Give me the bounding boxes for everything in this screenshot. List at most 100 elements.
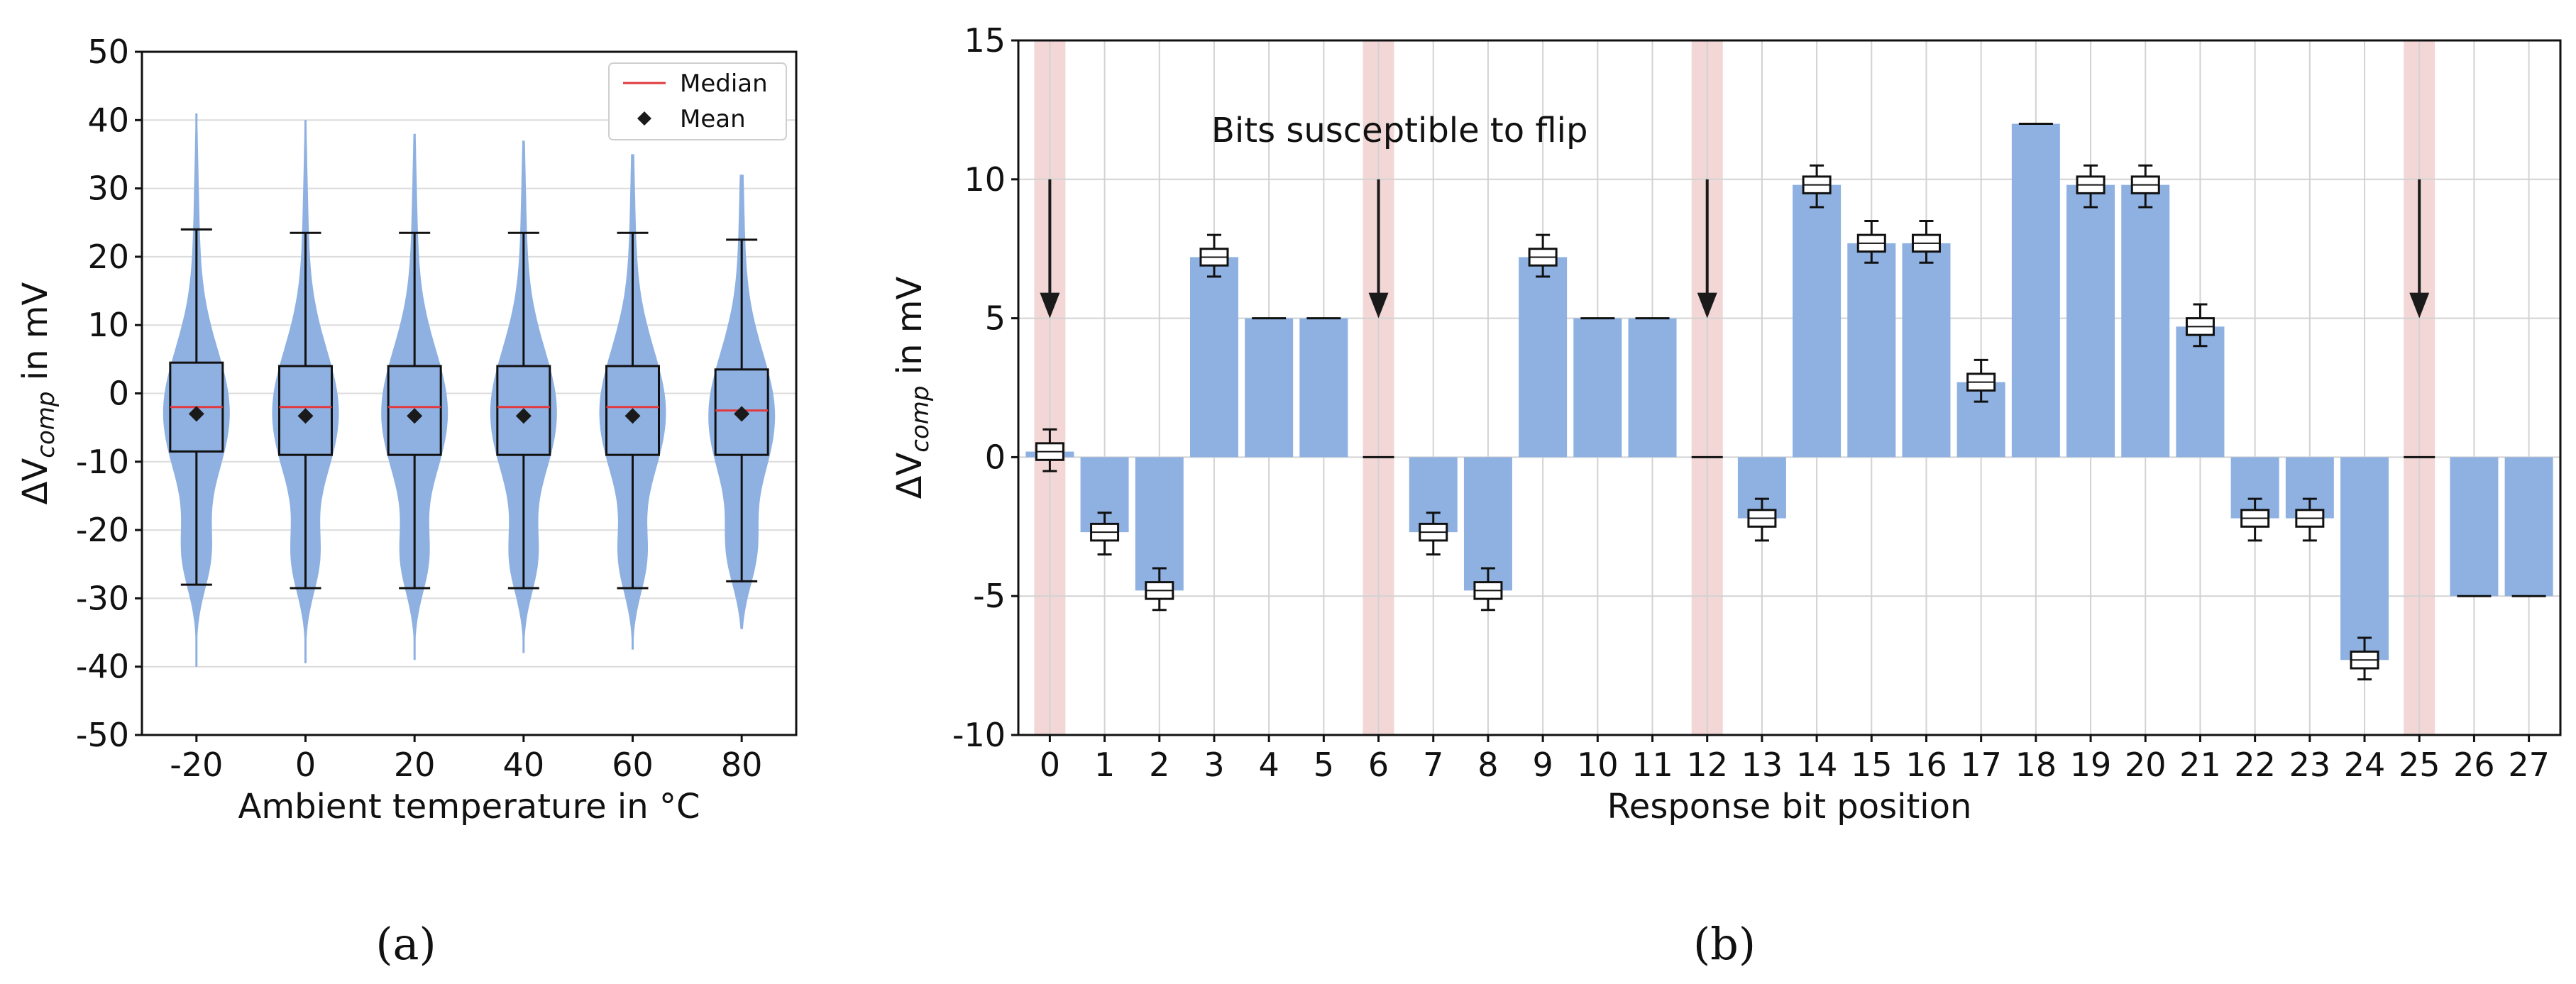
- y-axis-label-a-delta: ΔV: [16, 458, 55, 505]
- y-tick-label-a: -10: [76, 443, 129, 481]
- y-axis-label-b: ΔVcomp in mV: [890, 276, 935, 499]
- flip-arrow-head: [1368, 292, 1389, 319]
- x-tick-label-b: 25: [2399, 746, 2440, 784]
- flip-arrow-head: [1697, 292, 1717, 319]
- x-tick-label-b: 19: [2070, 746, 2112, 784]
- y-tick-label-b: -5: [973, 577, 1006, 615]
- mean-marker: [734, 406, 750, 422]
- x-tick-label-b: 17: [1960, 746, 2002, 784]
- x-tick-label-b: 4: [1259, 746, 1279, 784]
- y-axis-label-a: ΔVcomp in mV: [16, 282, 60, 504]
- x-tick-label-b: 16: [1905, 746, 1947, 784]
- box: [714, 368, 769, 456]
- y-tick-label-b: 5: [985, 299, 1006, 338]
- panel-a: 50 40 30 20 10 0 -10 -20 -30 -40 -50 -20 0 20 40 60 80 M…: [16, 33, 798, 970]
- plot-frame-b: [1017, 39, 2562, 736]
- bar: [2450, 457, 2499, 597]
- y-tick-label-a: 40: [87, 101, 129, 139]
- x-tick-label-a: 80: [721, 746, 763, 784]
- y-tick-label-a: -50: [76, 716, 129, 754]
- x-tick-label-b: 8: [1477, 746, 1498, 784]
- bar: [1573, 318, 1622, 458]
- panel-b-caption: (b): [1693, 918, 1756, 970]
- violins-a: [163, 113, 776, 667]
- y-axis-label-b-rest: in mV: [890, 276, 930, 385]
- y-axis-label-b-delta: ΔV: [890, 453, 930, 499]
- bar: [2066, 184, 2115, 458]
- x-axis-label-b: Response bit position: [1607, 787, 1972, 827]
- bar: [2340, 457, 2389, 660]
- boxes-a: [169, 228, 769, 590]
- x-tick-label-b: 26: [2453, 746, 2495, 784]
- y-tick-label-b: -10: [952, 716, 1006, 754]
- x-tick-label-b: 2: [1149, 746, 1169, 784]
- x-tick-label-a: 0: [295, 746, 316, 784]
- box: [605, 365, 660, 456]
- x-tick-label-a: 60: [612, 746, 654, 784]
- flip-arrow-head: [2409, 292, 2430, 319]
- bar: [1189, 257, 1238, 458]
- x-axis-label-a: Ambient temperature in °C: [238, 787, 700, 827]
- bar: [1793, 184, 1842, 458]
- mean-marker: [624, 408, 641, 424]
- ticks-a: 50 40 30 20 10 0 -10 -20 -30 -40 -50 -20 0 20 40 60 80: [76, 33, 763, 784]
- y-tick-label-a: -20: [76, 511, 129, 549]
- flip-arrows: [1040, 179, 2430, 319]
- bar: [1628, 318, 1677, 458]
- violin: [599, 154, 666, 650]
- y-tick-label-a: 30: [87, 170, 129, 208]
- x-tick-label-b: 7: [1423, 746, 1443, 784]
- y-axis-label-a-rest: in mV: [16, 282, 55, 391]
- violin: [708, 175, 776, 629]
- panel-a-caption: (a): [375, 918, 436, 970]
- bar: [1902, 243, 1951, 458]
- bar: [2504, 457, 2553, 597]
- x-tick-label-b: 20: [2125, 746, 2167, 784]
- x-tick-label-b: 21: [2179, 746, 2221, 784]
- x-tick-label-b: 0: [1040, 746, 1060, 784]
- y-tick-label-b: 15: [964, 21, 1006, 60]
- x-tick-label-b: 15: [1851, 746, 1893, 784]
- flip-arrow-head: [1040, 292, 1060, 319]
- y-axis-label-b-sub: comp: [906, 386, 935, 453]
- violin: [272, 120, 339, 663]
- bar: [2121, 184, 2170, 458]
- box: [278, 365, 333, 456]
- y-tick-label-a: 10: [87, 306, 129, 344]
- grid-a: [142, 51, 796, 736]
- y-tick-label-a: 0: [109, 375, 129, 413]
- bar: [1299, 318, 1348, 458]
- legend-median-label: Median: [680, 70, 768, 98]
- x-tick-label-b: 6: [1368, 746, 1389, 784]
- x-tick-label-b: 3: [1204, 746, 1224, 784]
- x-tick-label-b: 23: [2289, 746, 2331, 784]
- x-tick-label-b: 5: [1314, 746, 1334, 784]
- violin: [381, 133, 448, 660]
- x-tick-label-b: 13: [1741, 746, 1783, 784]
- bar: [1519, 257, 1568, 458]
- bar: [2176, 326, 2225, 458]
- x-tick-label-b: 12: [1686, 746, 1728, 784]
- x-tick-label-b: 22: [2234, 746, 2276, 784]
- violin: [490, 140, 557, 653]
- mean-marker: [407, 408, 423, 424]
- x-tick-label-b: 24: [2344, 746, 2386, 784]
- x-tick-label-a: 20: [394, 746, 436, 784]
- violin: [163, 113, 230, 667]
- mean-marker: [188, 406, 204, 422]
- y-tick-label-a: 50: [87, 33, 129, 71]
- boxes-b: [1035, 122, 2546, 681]
- bar: [1245, 318, 1294, 458]
- legend: Median Mean: [608, 62, 787, 140]
- bars-b: [1025, 123, 2553, 660]
- y-tick-label-b: 0: [985, 438, 1006, 476]
- x-tick-label-b: 11: [1631, 746, 1673, 784]
- legend-mean-marker: [637, 111, 651, 126]
- x-tick-label-b: 18: [2015, 746, 2057, 784]
- x-tick-label-b: 10: [1577, 746, 1619, 784]
- y-tick-label-b: 10: [964, 160, 1006, 199]
- bar: [1847, 243, 1896, 458]
